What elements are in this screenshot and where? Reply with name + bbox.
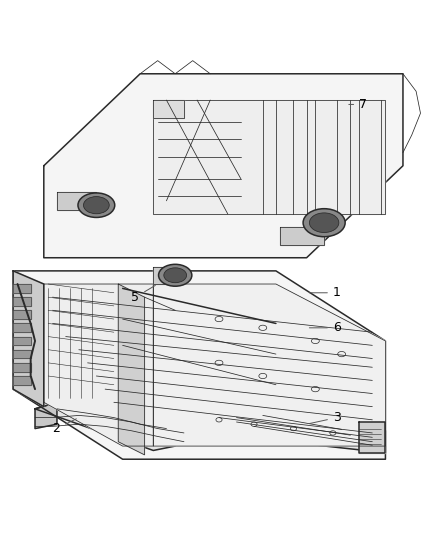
Ellipse shape — [78, 193, 115, 217]
Polygon shape — [13, 271, 385, 459]
Polygon shape — [280, 227, 324, 245]
Polygon shape — [118, 284, 145, 455]
Text: 2: 2 — [53, 419, 76, 435]
Polygon shape — [153, 266, 184, 284]
Text: 6: 6 — [309, 321, 341, 334]
Ellipse shape — [164, 268, 187, 282]
Ellipse shape — [303, 209, 345, 237]
Polygon shape — [13, 310, 31, 319]
Polygon shape — [153, 284, 385, 446]
Polygon shape — [13, 336, 31, 345]
Polygon shape — [184, 409, 385, 453]
Polygon shape — [359, 422, 385, 453]
Polygon shape — [13, 376, 31, 385]
Polygon shape — [44, 74, 403, 258]
Polygon shape — [13, 297, 31, 306]
Text: 7: 7 — [349, 98, 367, 111]
Polygon shape — [13, 350, 31, 359]
Polygon shape — [153, 100, 385, 214]
Polygon shape — [13, 363, 31, 372]
Polygon shape — [184, 409, 210, 435]
Ellipse shape — [159, 264, 192, 286]
Polygon shape — [13, 284, 31, 293]
Polygon shape — [153, 100, 184, 118]
Polygon shape — [35, 402, 57, 429]
Polygon shape — [35, 402, 175, 450]
Ellipse shape — [84, 197, 109, 214]
Polygon shape — [57, 192, 96, 209]
Text: 1: 1 — [309, 286, 341, 300]
Ellipse shape — [309, 213, 339, 232]
Text: 3: 3 — [309, 411, 341, 424]
Polygon shape — [13, 324, 31, 332]
Text: 5: 5 — [131, 286, 155, 304]
Polygon shape — [13, 271, 44, 407]
Polygon shape — [44, 284, 153, 446]
